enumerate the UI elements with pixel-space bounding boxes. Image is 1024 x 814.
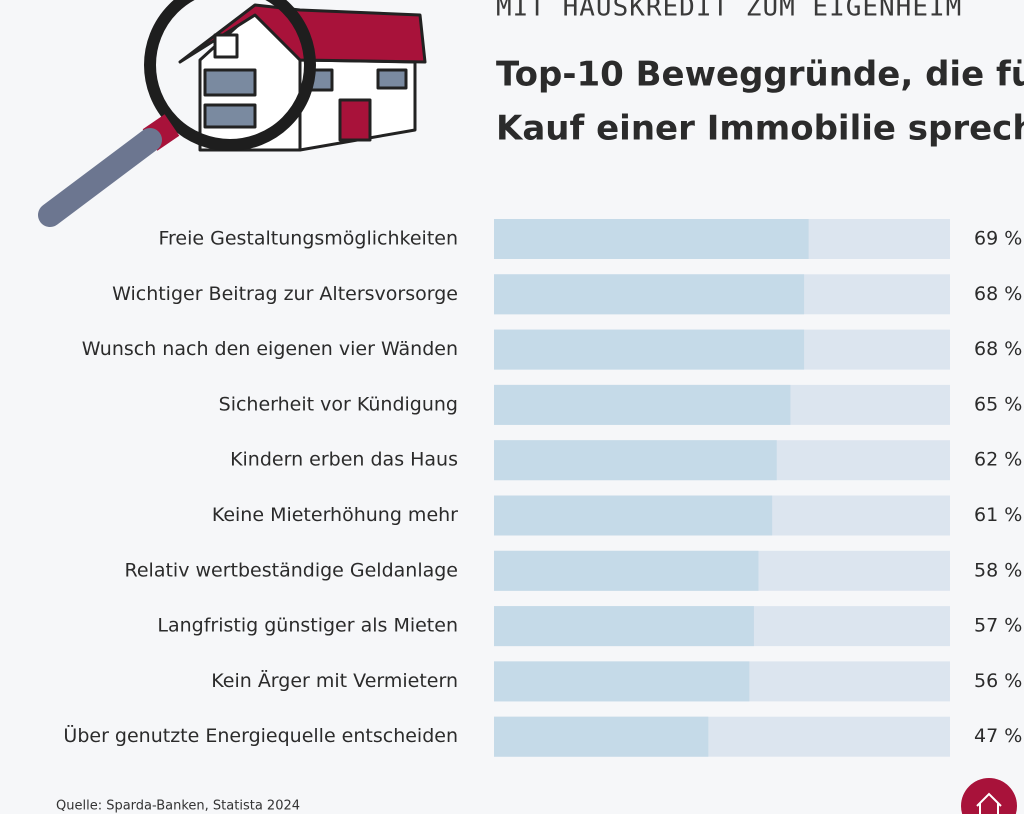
value-label: 61 % [974, 504, 1022, 526]
bar [494, 274, 805, 315]
value-label: 56 % [974, 670, 1022, 692]
kicker: MIT HAUSKREDIT ZUM EIGENHEIM [496, 0, 962, 23]
value-label: 65 % [974, 393, 1022, 415]
logo [961, 778, 1017, 814]
illustration [38, 0, 427, 227]
plot: Freie Gestaltungsmöglichkeiten 69 % Wichti… [63, 219, 1022, 757]
value-label: 68 % [974, 338, 1022, 360]
canvas: MIT HAUSKREDIT ZUM EIGENHEIM Top-10 Bewe… [38, 0, 1024, 814]
bar [494, 384, 791, 425]
value-label: 69 % [974, 228, 1022, 250]
category-label: Kein Ärger mit Vermietern [211, 669, 458, 692]
bar [494, 606, 754, 647]
value-label: 62 % [974, 449, 1022, 471]
chart-title: Top-10 Beweggründe, die für den [496, 55, 1024, 95]
bar [494, 550, 759, 591]
category-label: Relativ wertbeständige Geldanlage [125, 559, 458, 581]
value-label: 58 % [974, 559, 1022, 581]
bar [494, 495, 773, 536]
category-label: Keine Mieterhöhung mehr [212, 504, 458, 526]
category-label: Über genutzte Energiequelle entscheiden [63, 724, 458, 747]
category-label: Kindern erben das Haus [230, 449, 458, 471]
bar [494, 219, 809, 259]
value-label: 68 % [974, 283, 1022, 305]
bar [494, 661, 750, 702]
chart-title: Kauf einer Immobilie sprechen [496, 109, 1024, 149]
category-label: Langfristig günstiger als Mieten [157, 615, 458, 637]
bar [494, 329, 805, 370]
category-label: Wunsch nach den eigenen vier Wänden [82, 338, 458, 360]
value-label: 47 % [974, 725, 1022, 747]
category-label: Freie Gestaltungsmöglichkeiten [158, 228, 458, 250]
bar [494, 716, 709, 757]
category-label: Sicherheit vor Kündigung [219, 393, 458, 415]
bar [494, 440, 777, 481]
source: Quelle: Sparda-Banken, Statista 2024 [56, 799, 300, 814]
value-label: 57 % [974, 615, 1022, 637]
category-label: Wichtiger Beitrag zur Altersvorsorge [112, 283, 458, 305]
